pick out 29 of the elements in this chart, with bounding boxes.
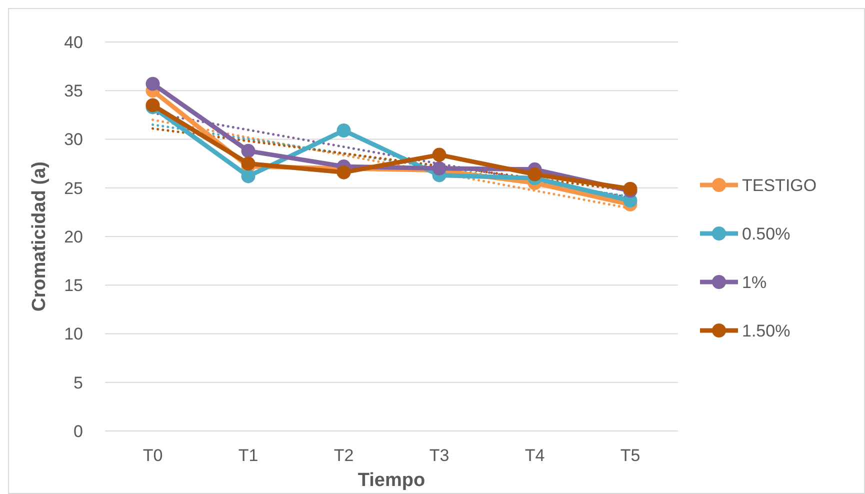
point [241, 156, 256, 171]
y-tick-label: 30 [64, 130, 83, 150]
point [241, 144, 256, 158]
y-tick-label: 25 [64, 178, 83, 198]
legend-label: 0.50% [742, 224, 790, 244]
x-tick-label: T1 [238, 446, 258, 465]
x-tick-label: T5 [620, 446, 640, 465]
legend-label: 1% [742, 272, 767, 292]
legend-label: 1.50% [742, 321, 790, 340]
x-tick-label: T0 [142, 446, 163, 465]
x-tick-label: T2 [334, 446, 354, 465]
point [336, 165, 351, 180]
y-tick-label: 15 [64, 276, 83, 296]
point [146, 76, 160, 91]
y-tick-label: 40 [64, 32, 83, 52]
y-tick-label: 5 [74, 373, 83, 392]
point [336, 123, 351, 138]
y-tick-label: 20 [64, 227, 83, 246]
point [528, 167, 542, 182]
point [432, 148, 446, 162]
y-axis-title: Cromaticidad (a) [29, 162, 50, 312]
y-tick-label: 35 [64, 82, 83, 101]
x-axis-title: Tiempo [358, 470, 426, 491]
y-tick-label: 10 [64, 324, 83, 344]
legend-label: TESTIGO [742, 176, 817, 195]
x-tick-label: T4 [524, 446, 545, 465]
x-tick-label: T3 [429, 446, 450, 465]
y-tick-label: 0 [74, 422, 83, 441]
point [241, 169, 256, 184]
